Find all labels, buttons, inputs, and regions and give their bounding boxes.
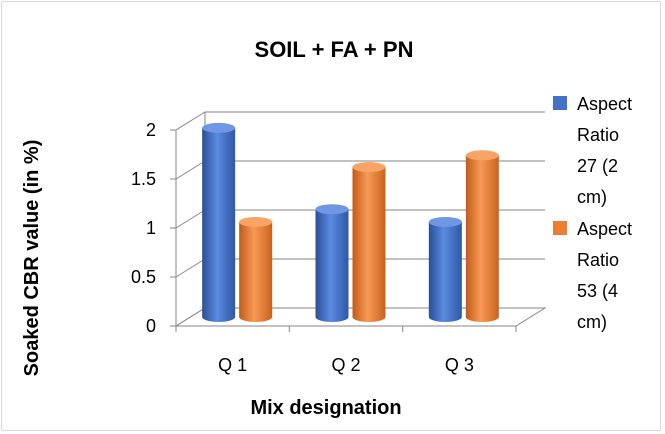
bar-top [465,150,499,161]
bar-body [239,221,273,322]
y-tick-label: 2 [146,120,156,140]
legend-label: Aspect [577,219,632,239]
bar-top [352,162,386,173]
bar-top [428,216,462,227]
tick-labels: 0 0.5 1 1.5 2 Q 1 Q 2 Q 3 [131,120,474,375]
legend-label: Ratio [577,250,619,270]
bar-body [202,127,236,322]
bar [465,150,499,322]
x-axis-title: Mix designation [250,397,401,419]
legend-label: 27 (2 [577,156,618,176]
bar-body [428,221,462,322]
gridline-wall [175,111,206,131]
bar-body [352,167,386,322]
chart-title: SOIL + FA + PN [255,37,414,62]
y-tick-label: 0 [146,316,156,336]
y-tick-label: 1.5 [131,169,156,189]
bar [315,204,349,322]
legend-label: Ratio [577,125,619,145]
bar-body [465,155,499,322]
legend-label: Aspect [577,94,632,114]
y-axis-title: Soaked CBR value (in %) [21,140,43,377]
legend-swatch [553,96,567,110]
legend-label: cm) [577,187,607,207]
gridline-wall [175,209,206,229]
gridline-wall [175,160,206,180]
y-tick-label: 0.5 [131,267,156,287]
legend-label: 53 (4 [577,281,618,301]
bar-top [202,122,236,133]
bar-body [315,209,349,322]
bar-top [315,204,349,215]
legend: Aspect Ratio 27 (2 cm) Aspect Ratio 53 (4 cm) [553,94,632,332]
bars [202,122,499,322]
bar [428,216,462,322]
y-tick-label: 1 [146,218,156,238]
gridline-wall [175,258,206,278]
bar [352,162,386,322]
bar-top [239,216,273,227]
bar [202,122,236,322]
bar [239,216,273,322]
x-tick-label: Q 2 [331,355,360,375]
legend-label: cm) [577,312,607,332]
x-tick-label: Q 3 [445,355,474,375]
legend-swatch [553,221,567,235]
x-tick-label: Q 1 [218,355,247,375]
